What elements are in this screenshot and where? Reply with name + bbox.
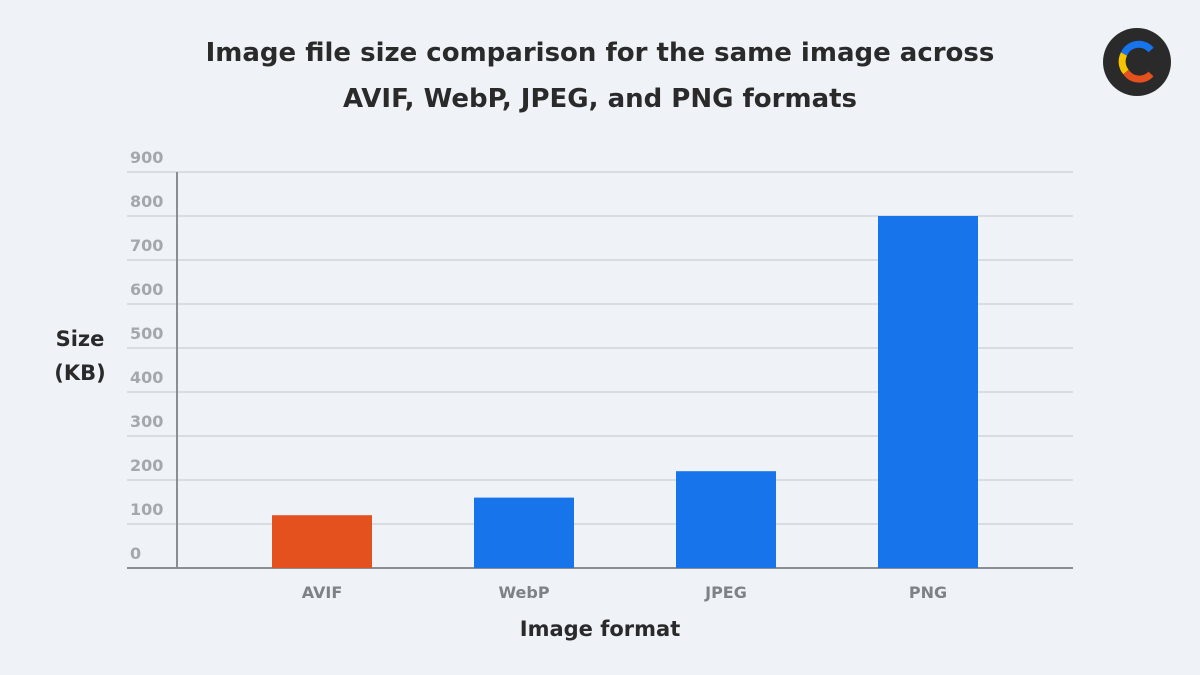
y-tick-label: 700 [130,236,163,255]
x-tick-label: PNG [909,583,947,602]
x-tick-label: AVIF [302,583,343,602]
y-tick-label: 200 [130,456,163,475]
logo [1103,28,1171,96]
x-tick-label: JPEG [704,583,747,602]
y-tick-label: 400 [130,368,163,387]
y-tick-label: 500 [130,324,163,343]
x-tick-label: WebP [498,583,549,602]
y-tick-label: 300 [130,412,163,431]
y-tick-label: 600 [130,280,163,299]
y-tick-label: 0 [130,544,141,563]
y-tick-label: 800 [130,192,163,211]
y-axis-label: Size (KB) [54,327,106,385]
x-axis-label: Image format [520,617,680,641]
chart-title: Image file size comparison for the same … [205,38,995,114]
bar [878,216,978,568]
bar [676,471,776,568]
bar [474,497,574,568]
y-tick-label: 100 [130,500,163,519]
y-tick-label: 900 [130,148,163,167]
bar [272,515,372,568]
